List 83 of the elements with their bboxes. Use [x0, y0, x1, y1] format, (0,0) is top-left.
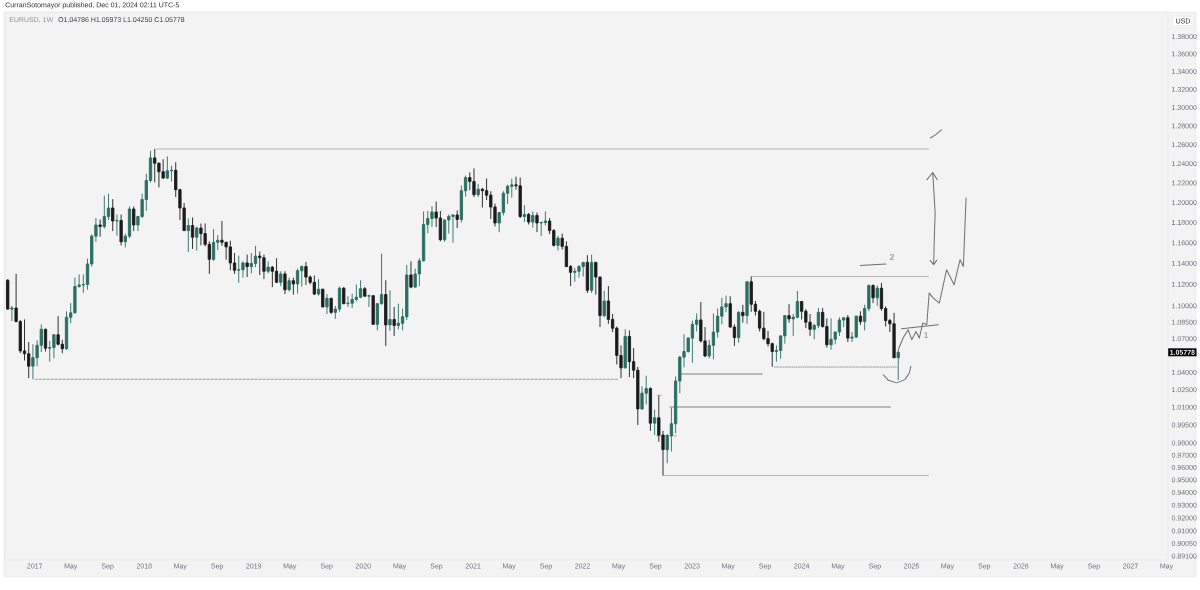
candlestick: [190, 217, 195, 250]
candlestick: [829, 317, 833, 351]
candlestick: [237, 255, 241, 284]
annotation: 2: [890, 254, 894, 260]
candlestick: [531, 211, 535, 228]
candlestick: [312, 275, 316, 296]
candlestick: [451, 214, 455, 244]
line-series: [897, 197, 967, 351]
candlestick: [279, 270, 283, 287]
candlestick: [153, 148, 157, 183]
candlestick: [363, 286, 367, 298]
candlestick: [392, 306, 396, 337]
candlestick: [522, 204, 527, 223]
candlestick: [875, 285, 879, 307]
candlestick: [52, 333, 56, 359]
candlestick: [808, 313, 812, 337]
candlestick: [892, 312, 896, 359]
candlestick: [115, 214, 119, 237]
candlestick: [581, 261, 585, 277]
candlestick: [132, 206, 136, 232]
candlestick: [329, 297, 333, 315]
candlestick: [577, 264, 581, 279]
candlestick: [367, 294, 371, 308]
candlestick: [741, 304, 745, 324]
candlestick: [195, 226, 199, 251]
candlestick: [342, 286, 346, 305]
candlestick: [119, 214, 123, 246]
candlestick: [245, 254, 249, 278]
candlestick: [476, 183, 480, 198]
candlestick: [745, 280, 749, 325]
candlestick: [241, 260, 245, 279]
candlestick: [623, 328, 627, 369]
candlestick: [526, 212, 531, 225]
candlestick: [871, 284, 875, 304]
candlestick: [283, 270, 287, 295]
candlestick: [321, 288, 325, 308]
candlestick: [858, 310, 863, 326]
candlestick: [98, 219, 102, 238]
candlestick: [102, 195, 106, 229]
candlestick: [358, 279, 363, 299]
candlestick: [186, 218, 190, 253]
candlestick: [31, 343, 35, 380]
annotation: 1: [924, 332, 928, 338]
candlestick: [287, 277, 291, 292]
candlestick: [573, 267, 577, 283]
candlestick: [384, 279, 388, 347]
candlestick: [111, 198, 115, 232]
candlestick: [602, 290, 606, 318]
candlestick: [325, 293, 329, 315]
candlestick: [258, 251, 262, 276]
candlestick: [396, 303, 400, 330]
candlestick: [346, 295, 350, 308]
candlestick: [455, 210, 459, 229]
candlestick: [556, 235, 560, 251]
candlestick: [896, 349, 900, 381]
candlestick: [266, 260, 270, 274]
candlestick: [472, 167, 476, 198]
candlestick: [388, 289, 392, 332]
candlestick: [304, 261, 308, 286]
candlestick: [291, 277, 295, 296]
candlestick: [165, 156, 169, 180]
candlestick: [409, 260, 413, 289]
candlestick: [627, 329, 632, 378]
candlestick: [371, 295, 375, 326]
candlestick: [787, 303, 791, 324]
candlestick: [535, 212, 539, 233]
candlestick: [518, 177, 522, 219]
candlestick: [262, 254, 266, 280]
candlestick: [274, 257, 279, 284]
line-series: [926, 172, 938, 266]
candlestick: [316, 278, 321, 297]
line-series: [882, 365, 912, 384]
candlestick: [228, 240, 232, 271]
candlestick: [295, 268, 300, 294]
candlestick: [10, 305, 14, 322]
candlestick: [854, 315, 858, 339]
candlestick: [711, 312, 716, 360]
candlestick: [749, 276, 753, 313]
candlestick: [211, 228, 216, 262]
candlestick: [199, 223, 203, 246]
candlestick: [846, 314, 850, 343]
candlestick: [6, 278, 10, 311]
candlestick: [652, 409, 657, 436]
